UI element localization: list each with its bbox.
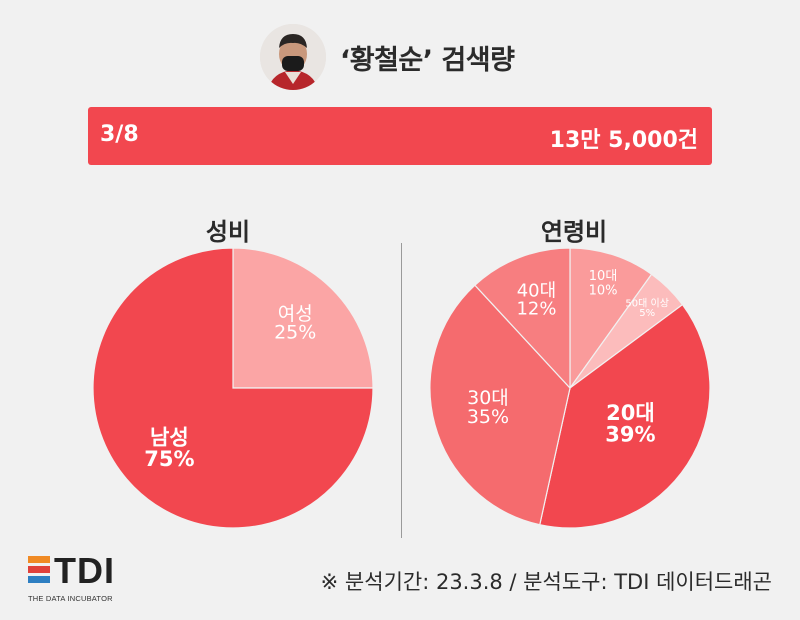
slice-value-label: 5%	[639, 308, 655, 319]
pie-slice-1	[92, 247, 374, 529]
tdi-logo: TDI THE DATA INCUBATOR	[28, 550, 168, 608]
logo-text: TDI	[54, 550, 115, 591]
search-count: 13만 5,000건	[549, 128, 698, 153]
logo-subtitle: THE DATA INCUBATOR	[28, 594, 113, 603]
analysis-source-note: ※ 분석기간: 23.3.8 / 분석도구: TDI 데이터드래곤	[320, 570, 772, 594]
slice-label: 10대	[589, 269, 618, 284]
slice-label: 남성	[150, 426, 189, 450]
age-chart-title: 연령비	[540, 218, 608, 246]
gender-chart-title: 성비	[205, 218, 251, 246]
avatar	[260, 24, 326, 90]
slice-value-label: 12%	[516, 299, 556, 320]
pie-slice-4	[474, 247, 571, 390]
slice-value-label: 25%	[274, 321, 316, 343]
page-title: ‘황철순’ 검색량	[340, 45, 515, 76]
slice-label: 20대	[606, 401, 655, 425]
pie-slice-3	[429, 284, 571, 526]
slice-label: 40대	[517, 280, 556, 301]
slice-value-label: 10%	[589, 284, 618, 299]
divider	[401, 243, 402, 538]
slice-value-label: 75%	[144, 447, 194, 471]
logo-mark	[28, 556, 50, 586]
slice-label: 여성	[278, 303, 313, 325]
pie-slice-0	[232, 247, 374, 389]
header: ‘황철순’ 검색량	[0, 22, 800, 92]
pie-slice-0	[569, 247, 653, 390]
slice-label: 50대 이상	[625, 298, 669, 310]
pie-slice-2	[539, 303, 711, 529]
slice-label: 30대	[467, 387, 509, 409]
slice-value-label: 35%	[467, 406, 509, 428]
slice-value-label: 39%	[605, 423, 655, 447]
date-label: 3/8	[100, 122, 139, 147]
search-volume-bar: 3/8 13만 5,000건	[88, 107, 712, 165]
